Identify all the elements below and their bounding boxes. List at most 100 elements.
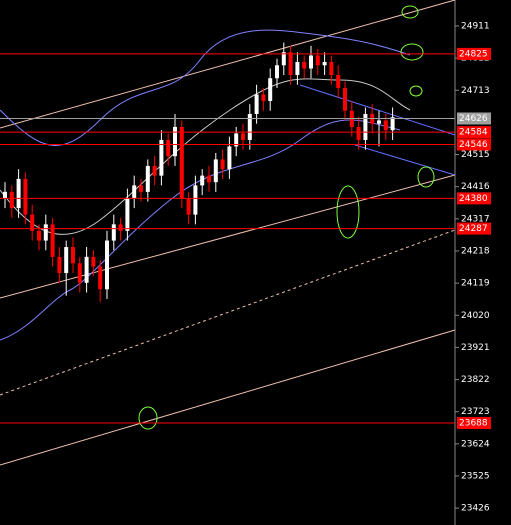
candle-body xyxy=(16,178,21,209)
candle-body xyxy=(268,78,273,101)
candle-body xyxy=(254,94,259,114)
candle-body xyxy=(37,230,41,241)
candle-body xyxy=(77,263,82,283)
price-label: 24626 xyxy=(459,114,488,124)
candle-body xyxy=(186,198,191,215)
candle-body xyxy=(302,62,307,69)
trend-line xyxy=(354,144,456,176)
y-tick-label: 23426 xyxy=(461,504,490,514)
y-tick-label: 24515 xyxy=(461,150,490,160)
candle-body xyxy=(139,185,143,192)
price-label-box xyxy=(457,112,491,125)
candle-body xyxy=(23,178,28,215)
candle-body xyxy=(64,247,69,274)
y-tick-label: 24713 xyxy=(461,86,490,96)
y-tick-label: 24020 xyxy=(461,311,490,321)
candle-body xyxy=(159,139,164,176)
price-label-box xyxy=(457,47,491,60)
candle-body xyxy=(315,55,320,66)
candle-body xyxy=(3,191,7,199)
candle-body xyxy=(322,62,327,66)
y-tick-label: 23525 xyxy=(461,471,490,481)
candle-body xyxy=(166,139,171,157)
candle-body xyxy=(377,120,381,124)
trend-line xyxy=(0,229,456,396)
y-tick-label: 24317 xyxy=(461,214,490,224)
candle-body xyxy=(220,159,225,170)
candle-body xyxy=(309,55,313,69)
candle-body xyxy=(43,224,48,241)
price-label-box xyxy=(457,222,491,235)
candle-body xyxy=(193,185,198,215)
y-tick-label: 23624 xyxy=(461,439,490,449)
candle-body xyxy=(261,94,266,101)
band-line xyxy=(0,119,401,341)
band-line xyxy=(0,78,411,235)
candle-body xyxy=(50,224,55,257)
marker xyxy=(400,43,424,61)
price-label-box xyxy=(457,192,491,205)
candle-body xyxy=(84,256,89,283)
candle-body xyxy=(91,256,96,267)
marker xyxy=(336,185,360,239)
y-tick-label: 24911 xyxy=(461,21,490,31)
candle-body xyxy=(57,256,62,274)
candle-body xyxy=(145,165,150,192)
price-label: 24825 xyxy=(459,49,488,59)
marker xyxy=(409,85,423,97)
candle-body xyxy=(234,133,239,147)
y-tick-label: 23822 xyxy=(461,375,490,385)
candle-body xyxy=(363,113,368,140)
candle-body xyxy=(132,185,137,199)
y-tick-label: 23921 xyxy=(461,343,490,353)
trend-line xyxy=(0,174,456,299)
trend-line xyxy=(299,84,456,136)
candle-body xyxy=(295,62,300,75)
y-tick-label: 24218 xyxy=(461,246,490,256)
y-tick-label: 23723 xyxy=(461,407,490,417)
candle-body xyxy=(281,52,286,66)
candle-body xyxy=(200,175,205,186)
candle-body xyxy=(329,62,334,75)
candle-body xyxy=(390,117,395,131)
candle-body xyxy=(125,198,130,231)
trend-line xyxy=(0,329,456,466)
candle-body xyxy=(30,214,35,231)
candle-body xyxy=(173,126,177,157)
candle-body xyxy=(98,266,103,290)
candle-body xyxy=(343,87,347,111)
candle-body xyxy=(111,224,116,241)
candle-body xyxy=(105,240,109,290)
price-label: 24584 xyxy=(459,128,488,138)
price-label: 24287 xyxy=(459,224,488,234)
candle-body xyxy=(241,133,245,140)
y-tick-label: 24119 xyxy=(461,279,490,289)
candle-body xyxy=(179,126,184,199)
candle-body xyxy=(356,126,361,140)
price-label-box xyxy=(457,126,491,139)
candle-body xyxy=(9,191,14,209)
price-label-box xyxy=(457,138,491,151)
candle-body xyxy=(207,175,211,183)
price-label: 24546 xyxy=(459,140,488,150)
candle-body xyxy=(213,159,218,183)
y-tick-label: 24416 xyxy=(461,182,490,192)
candle-body xyxy=(288,52,293,75)
candle-body xyxy=(152,165,157,176)
candle-body xyxy=(118,224,123,231)
candle-body xyxy=(336,75,341,88)
price-label: 23688 xyxy=(459,419,488,429)
marker xyxy=(417,166,435,188)
trend-line xyxy=(0,0,456,129)
marker xyxy=(401,5,419,19)
candle-body xyxy=(227,146,232,170)
candle-body xyxy=(275,65,279,79)
price-label: 24380 xyxy=(459,194,488,204)
price-label-box xyxy=(457,417,491,430)
candle-body xyxy=(247,113,252,140)
candle-body xyxy=(383,120,388,131)
marker xyxy=(138,406,158,430)
candle-body xyxy=(71,247,75,264)
trend-lines xyxy=(0,0,456,466)
